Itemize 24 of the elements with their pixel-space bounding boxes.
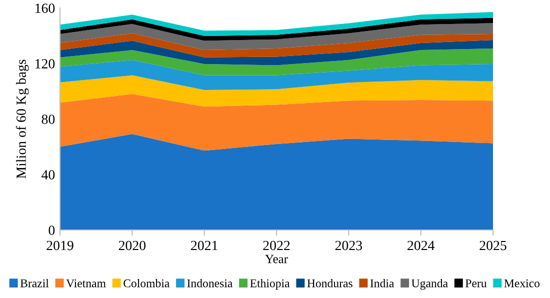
legend-label: Honduras [307, 278, 352, 288]
y-tick-label: 0 [48, 226, 55, 235]
x-axis-title: Year [265, 254, 288, 264]
legend-label: Mexico [504, 279, 540, 288]
legend-label: Indonesia [187, 278, 233, 288]
legend-label: Peru [465, 279, 487, 288]
legend-label: Uganda [412, 278, 448, 290]
y-tick-label: 160 [36, 4, 55, 13]
legend-label: Colombia [124, 278, 170, 288]
x-tick-label: 2020 [118, 240, 146, 250]
legend-label: Brazil [20, 278, 49, 288]
x-tick-label: 2019 [46, 240, 74, 250]
y-axis-title: Milion of 60 Kg bags [16, 60, 29, 178]
y-tick-label: 80 [42, 114, 55, 124]
legend-label: India [370, 278, 394, 288]
x-tick-label: 2021 [191, 240, 218, 250]
x-tick-label: 2024 [408, 240, 435, 250]
x-tick-label: 2023 [335, 240, 362, 250]
y-tick-label: 120 [36, 59, 55, 68]
x-tick-label: 2022 [263, 240, 290, 250]
y-tick-label: 40 [42, 170, 55, 180]
x-tick-label: 2025 [480, 240, 506, 250]
legend-label: Vietnam [66, 279, 106, 288]
legend-label: Ethiopia [250, 278, 290, 290]
